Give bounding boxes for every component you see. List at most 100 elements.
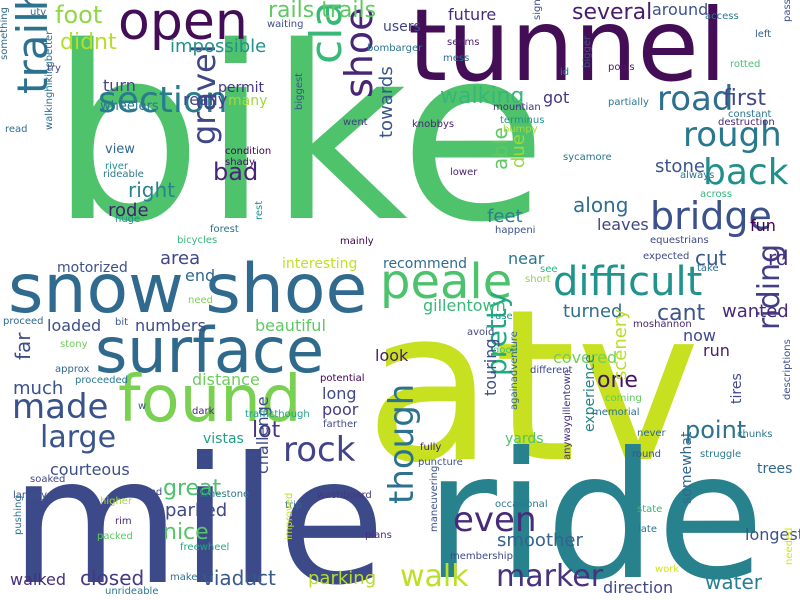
word-tires: tires	[729, 373, 745, 404]
word-feet: feet	[487, 206, 523, 227]
word-somewhat: somewhat	[679, 431, 695, 504]
word-numbers: numbers	[135, 316, 206, 335]
word-biggest: biggest	[294, 72, 305, 110]
word-stony: stony	[60, 339, 88, 350]
word-motorized: motorized	[57, 260, 128, 276]
word-parked: parked	[165, 500, 228, 521]
word-freewheel: freewheel	[180, 542, 230, 553]
word-found: found	[118, 363, 302, 437]
word-limestone: limestone	[200, 489, 250, 500]
word-good: good	[493, 345, 518, 356]
word-loaded: loaded	[47, 316, 102, 335]
word-bit: bit	[115, 317, 129, 328]
word-bridge: bridge	[650, 194, 772, 238]
word-id: id	[560, 67, 570, 78]
word-stone: stone	[655, 156, 705, 177]
word-near: near	[508, 249, 545, 268]
word-happeni: happeni	[495, 225, 536, 236]
word-bike: bike	[50, 0, 548, 275]
word-peale: peale	[380, 254, 513, 310]
word-utv: utv	[30, 7, 47, 18]
word-smoother: smoother	[497, 530, 583, 551]
word-poor: poor	[322, 400, 359, 419]
word-descriptions: descriptions	[782, 339, 793, 400]
word-one: one	[597, 368, 638, 393]
word-walked: walked	[10, 570, 67, 589]
word-viaduct: viaduct	[202, 566, 276, 590]
word-fun: fun	[750, 216, 776, 235]
word-longest: longest	[745, 525, 800, 544]
word-future: future	[448, 5, 497, 24]
word-constant: constant	[728, 109, 772, 120]
word-late: late	[638, 524, 657, 535]
word-moshannon: moshannon	[633, 319, 692, 330]
word-w: w	[138, 401, 147, 412]
word-work: work	[655, 564, 680, 575]
word-seems: seems	[447, 37, 480, 48]
word-need: need	[188, 295, 213, 306]
word-leaves: leaves	[597, 215, 649, 234]
word-much: much	[13, 378, 64, 399]
word-short: short	[525, 274, 551, 285]
word-round: round	[632, 449, 662, 460]
word-puncture: puncture	[418, 457, 463, 468]
word-mainly: mainly	[340, 236, 374, 247]
word-higher: higher	[100, 496, 133, 507]
word-rideable: rideable	[103, 169, 144, 180]
word-foot: foot	[55, 1, 103, 29]
word-vistas: vistas	[203, 431, 244, 447]
word-lot: lot	[252, 418, 281, 443]
word-waiting: waiting	[267, 19, 304, 30]
word-road: road	[657, 79, 734, 119]
word-several: several	[572, 0, 653, 25]
word-went: went	[343, 117, 368, 128]
word-covered: covered	[553, 348, 618, 367]
word-walking: walking	[440, 84, 525, 109]
word-towards: towards	[376, 66, 397, 138]
word-fully: fully	[420, 442, 442, 453]
word-try: try	[47, 63, 61, 74]
word-bad: bad	[213, 158, 259, 186]
word-rotted: rotted	[730, 59, 761, 70]
word-surface: surface	[95, 314, 325, 387]
word-washboard: washboard	[317, 490, 372, 501]
word-along: along	[573, 193, 629, 217]
word-packed: packed	[97, 531, 133, 542]
word-courteous: courteous	[50, 460, 130, 479]
word-againadventure: againadventure	[509, 331, 520, 410]
word-shady: shady	[225, 157, 255, 168]
word-pools: pools	[608, 62, 635, 73]
word-proceeded: proceeded	[75, 375, 129, 386]
word-different: different	[530, 365, 573, 376]
word-expected: expected	[643, 251, 690, 262]
word-bicycles: bicycles	[177, 235, 218, 246]
word-improved: improved	[284, 492, 295, 540]
word-first: first	[723, 86, 766, 111]
word-beautiful: beautiful	[255, 316, 326, 335]
word-distance: distance	[192, 370, 260, 389]
word-across: across	[700, 189, 733, 200]
word-gillentown: gillentown	[423, 296, 506, 315]
word-approx: approx	[55, 364, 90, 375]
word-snow-shoe: snow shoe	[8, 250, 368, 329]
word-area: area	[160, 248, 201, 269]
word-rode: rode	[108, 200, 149, 221]
word-plans: plans	[365, 530, 392, 541]
word-look: look	[375, 346, 409, 365]
word-trip: trip	[285, 500, 303, 511]
word-soaked: soaked	[30, 474, 66, 485]
word-based: based	[132, 487, 163, 498]
word-pushing: pushing	[13, 495, 24, 535]
word-state: state	[637, 504, 663, 515]
word-cant: cant	[657, 301, 706, 326]
word-rails-trails: rails trails	[268, 0, 377, 23]
word-right: right	[128, 178, 175, 202]
word-mountian: mountian	[493, 102, 541, 113]
word-nice: nice	[163, 520, 209, 545]
word-access: access	[705, 11, 739, 22]
word-avoid: avoid	[467, 327, 495, 338]
word-huge: huge	[115, 214, 141, 225]
word-due: due	[508, 134, 529, 168]
word-though: though	[382, 383, 422, 504]
word-chunks: chunks	[737, 429, 773, 440]
